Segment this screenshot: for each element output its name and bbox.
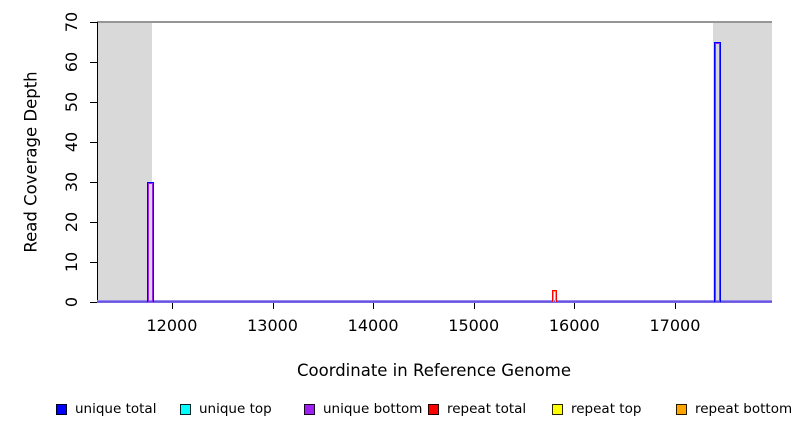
y-tick-label: 60 bbox=[62, 51, 81, 73]
legend-item-unique-top: unique top bbox=[180, 401, 272, 417]
legend-label: repeat top bbox=[571, 401, 642, 417]
coverage-baseline bbox=[97, 300, 772, 303]
x-tick-label: 12000 bbox=[146, 316, 198, 335]
coverage-spike-unique-total bbox=[146, 182, 154, 302]
legend-item-unique-total: unique total bbox=[56, 401, 156, 417]
legend-swatch-icon bbox=[180, 403, 191, 415]
y-axis-tick bbox=[90, 262, 97, 263]
y-tick-label: 50 bbox=[62, 91, 81, 113]
legend-item-repeat-total: repeat total bbox=[428, 401, 526, 417]
y-tick-label: 10 bbox=[62, 251, 81, 273]
legend-label: unique top bbox=[199, 401, 272, 417]
legend-label: repeat total bbox=[447, 401, 527, 417]
y-axis-tick bbox=[90, 302, 97, 303]
legend-label: repeat bottom bbox=[695, 401, 792, 417]
legend-swatch-icon bbox=[304, 403, 315, 415]
coverage-spike-unique-total bbox=[713, 42, 721, 302]
y-tick-label: 20 bbox=[62, 211, 81, 233]
y-axis-title: Read Coverage Depth bbox=[21, 71, 41, 253]
legend-swatch-icon bbox=[552, 403, 563, 415]
y-tick-label: 30 bbox=[62, 171, 81, 193]
y-tick-label: 0 bbox=[62, 296, 81, 308]
plot-frame-top-line bbox=[97, 21, 772, 23]
masked-region-masked-right bbox=[713, 22, 772, 302]
legend-swatch-icon bbox=[56, 403, 67, 415]
y-axis-tick bbox=[90, 102, 97, 103]
x-axis-tick bbox=[574, 302, 576, 309]
x-tick-label: 14000 bbox=[347, 316, 399, 335]
legend-label: unique bottom bbox=[323, 401, 423, 417]
x-axis-title: Coordinate in Reference Genome bbox=[296, 361, 572, 380]
y-axis-tick bbox=[90, 142, 97, 143]
coverage-spike-repeat-bottom bbox=[553, 291, 556, 302]
y-axis-tick bbox=[90, 62, 97, 63]
x-tick-label: 16000 bbox=[548, 316, 600, 335]
legend-swatch-icon bbox=[428, 403, 439, 415]
legend-item-repeat-bottom: repeat bottom bbox=[676, 401, 792, 417]
y-axis-tick bbox=[90, 182, 97, 183]
legend-label: unique total bbox=[75, 401, 157, 417]
x-axis-tick bbox=[674, 302, 676, 309]
x-axis-tick bbox=[171, 302, 173, 309]
x-axis-tick bbox=[373, 302, 375, 309]
y-axis-tick bbox=[90, 22, 97, 23]
legend-swatch-icon bbox=[676, 403, 687, 415]
coverage-spike-unique-bottom bbox=[714, 43, 720, 302]
coverage-spike-unique-bottom bbox=[147, 183, 153, 302]
legend-item-unique-bottom: unique bottom bbox=[304, 401, 422, 417]
coverage-spike-repeat-total bbox=[552, 290, 557, 302]
x-tick-label: 17000 bbox=[649, 316, 701, 335]
y-axis-tick bbox=[90, 222, 97, 223]
legend-item-repeat-top: repeat top bbox=[552, 401, 641, 417]
y-tick-label: 40 bbox=[62, 131, 81, 153]
x-axis-tick bbox=[473, 302, 475, 309]
y-axis-line bbox=[97, 22, 98, 302]
masked-region-masked-left bbox=[97, 22, 152, 302]
x-axis-tick bbox=[272, 302, 274, 309]
x-tick-label: 15000 bbox=[448, 316, 500, 335]
y-tick-label: 70 bbox=[62, 11, 81, 33]
x-tick-label: 13000 bbox=[247, 316, 298, 335]
